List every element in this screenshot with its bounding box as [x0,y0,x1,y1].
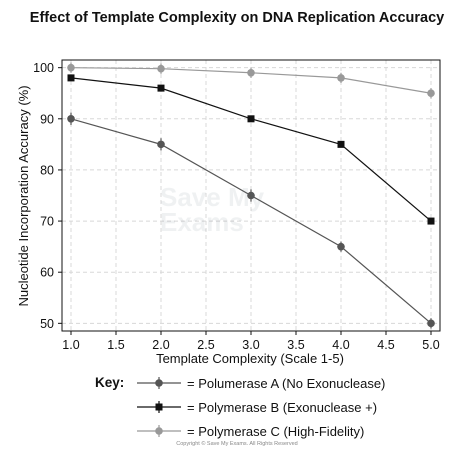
y-tick-label-4: 90 [40,112,54,126]
x-tick-label-0: 1.0 [62,338,79,352]
y-tick-label-0: 50 [40,317,54,331]
x-tick-label-4: 3.0 [242,338,259,352]
axes [58,59,441,335]
point-0-1 [157,140,165,149]
x-tick-label-8: 5.0 [422,338,439,352]
x-tick-label-5: 3.5 [287,338,304,352]
legend-key-label: Key: [95,375,125,390]
point-1-1 [157,84,165,92]
legend-swatch-c [137,425,181,437]
point-0-4 [427,319,435,328]
legend-swatch-marker-2 [155,427,163,435]
watermark-line-2: Exams [160,207,244,237]
legend-swatch-marker-0 [155,379,163,387]
point-1-0 [67,74,75,82]
legend-swatch-marker-1 [155,403,163,411]
point-2-1 [157,64,165,73]
point-2-0 [67,63,75,72]
point-1-4 [427,217,435,225]
tick-labels: 1.0 1.5 2.0 2.5 3.0 3.5 4.0 4.5 5.0 50 60 70 80 90 100 [33,61,440,352]
x-tick-label-7: 4.5 [377,338,394,352]
y-tick-label-1: 60 [40,266,54,280]
copyright-footer: Copyright © Save My Exams. All Rights Re… [176,441,298,447]
point-1-2 [247,115,255,123]
y-tick-label-3: 80 [40,163,54,177]
grid-lines [62,60,440,331]
legend-label-a: = Polumerase A (No Exonuclease) [187,375,386,391]
legend-item-c: = Polymerase C (High-Fidelity) [135,421,364,441]
point-1-3 [337,140,345,148]
watermark: Save My Exams [160,182,265,237]
point-2-4 [427,89,435,98]
x-tick-label-1: 1.5 [107,338,124,352]
y-tick-label-5: 100 [33,61,54,75]
y-tick-label-2: 70 [40,215,54,229]
point-2-2 [247,68,255,77]
legend-label-b: = Polymerase B (Exonuclease +) [187,399,378,415]
legend-item-a: = Polumerase A (No Exonuclease) [135,373,385,393]
series-group [67,62,435,329]
point-0-2 [247,191,255,200]
point-0-3 [337,242,345,251]
x-tick-label-2: 2.0 [152,338,169,352]
chart-title: Effect of Template Complexity on DNA Rep… [29,10,445,26]
legend-swatch-b [137,401,181,413]
x-axis-label: Template Complexity (Scale 1-5) [156,351,344,366]
point-0-0 [67,115,75,123]
legend-label-c: = Polymerase C (High-Fidelity) [187,423,365,439]
x-tick-label-3: 2.5 [197,338,214,352]
legend-item-b: = Polymerase B (Exonuclease +) [135,397,377,417]
y-axis-label: Nucleotide Incorporation Accuracy (%) [16,85,31,306]
x-tick-label-6: 4.0 [332,338,349,352]
watermark-line-1: Save My [160,182,265,212]
point-2-3 [337,74,345,82]
legend-swatch-a [137,377,181,389]
